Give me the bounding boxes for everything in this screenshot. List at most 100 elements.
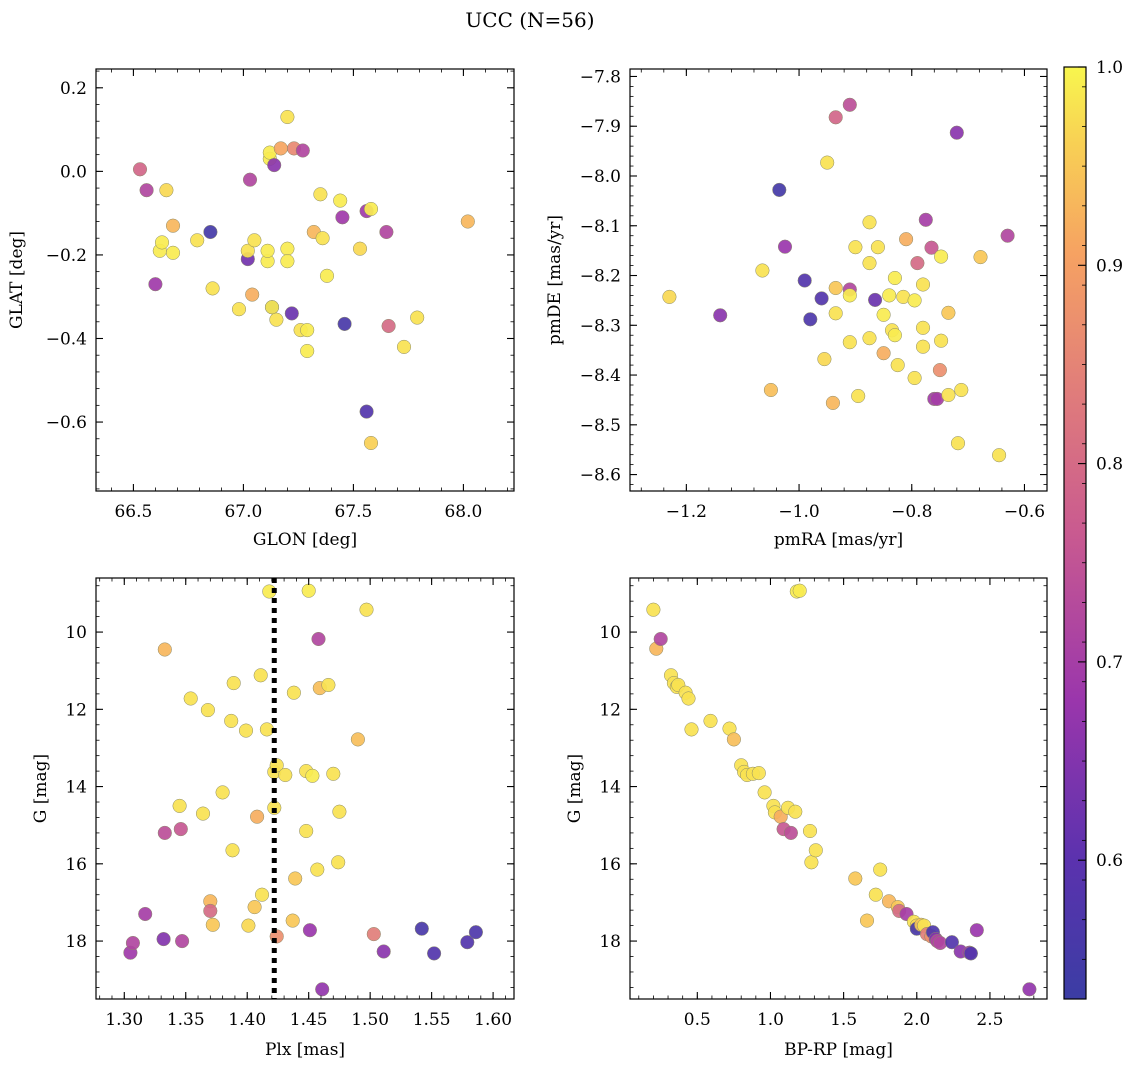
data-point [286, 685, 301, 700]
data-point [851, 388, 866, 404]
data-point [285, 913, 300, 928]
data-point [460, 214, 475, 229]
data-point [862, 331, 877, 346]
data-point [870, 240, 885, 255]
x-tick-label: 1.55 [413, 1010, 451, 1030]
data-point [205, 281, 220, 296]
y-tick-label: −0.4 [46, 329, 87, 349]
data-point [804, 855, 819, 870]
data-point [280, 254, 295, 269]
data-point [882, 288, 897, 303]
figure-title: UCC (N=56) [465, 8, 594, 32]
x-tick-label: 1.35 [167, 1010, 205, 1030]
y-axis-label: GLAT [deg] [7, 231, 27, 329]
data-point [363, 201, 379, 217]
data-point [264, 300, 280, 315]
data-point [300, 343, 315, 359]
subplots: 66.5 67.0 67.5 68.0 0.2 0.0 −0.2 −0.4 −0.6 GLON [… [7, 67, 1048, 1060]
data-point [284, 306, 299, 321]
x-tick-label: −0.8 [891, 502, 932, 522]
x-tick-label: −1.2 [666, 502, 707, 522]
data-point [250, 809, 265, 824]
data-point [288, 871, 303, 886]
axes-frame [629, 577, 1048, 1000]
data-point [253, 668, 268, 683]
data-point [254, 887, 270, 902]
scatter-points [646, 583, 1037, 997]
y-tick-label: 0.0 [60, 162, 87, 182]
data-point [992, 448, 1007, 463]
data-point [848, 871, 863, 886]
x-tick-label: 67.5 [334, 502, 372, 522]
data-point [231, 302, 247, 317]
data-point [138, 906, 153, 922]
data-point [352, 241, 368, 256]
y-tick-label: −8.5 [580, 416, 621, 436]
colorbar-tick-label: 0.8 [1096, 455, 1123, 475]
y-tick-label: 14 [599, 778, 621, 798]
y-tick-label: 0.2 [60, 79, 87, 99]
data-point [215, 785, 230, 800]
data-point [280, 241, 295, 256]
y-tick-label: 16 [65, 855, 87, 875]
data-point [245, 287, 260, 302]
major-ticks [630, 69, 1047, 491]
data-point [876, 307, 891, 322]
scatter-points [132, 109, 475, 451]
x-tick-label: 1.40 [228, 1010, 266, 1030]
data-point [910, 256, 925, 271]
data-point [319, 268, 335, 283]
data-point [876, 346, 891, 361]
data-point [802, 823, 818, 839]
data-point [247, 900, 262, 915]
data-point [225, 843, 240, 858]
y-tick-label: −0.2 [46, 246, 87, 266]
axes-frame [95, 577, 515, 1000]
data-point [653, 631, 668, 647]
data-point [915, 277, 931, 292]
data-point [887, 328, 902, 343]
data-point [305, 768, 320, 783]
data-point [887, 270, 902, 286]
x-tick-label: 1.0 [757, 1010, 784, 1030]
data-point [321, 677, 336, 693]
major-ticks [96, 578, 514, 999]
data-point [313, 187, 328, 202]
data-point [941, 387, 956, 403]
y-tick-label: −8.0 [580, 167, 621, 187]
data-point [868, 887, 883, 902]
data-point [302, 923, 317, 938]
data-point [757, 785, 772, 800]
data-point [788, 804, 803, 819]
x-tick-label: 1.50 [351, 1010, 389, 1030]
data-point [427, 946, 442, 961]
data-point [300, 323, 315, 338]
data-point [684, 722, 699, 737]
data-point [157, 825, 172, 840]
major-ticks [96, 69, 514, 491]
axes-frame [629, 68, 1048, 492]
subplot-3: 1.30 1.35 1.40 1.45 1.50 1.55 1.60 10 12 14 16 18 Pl… [31, 577, 515, 1060]
x-axis-label: Plx [mas] [265, 1040, 345, 1060]
data-point [662, 289, 677, 304]
data-point [726, 732, 741, 747]
data-point [772, 182, 787, 197]
data-point [963, 946, 978, 961]
data-point [828, 306, 843, 321]
y-tick-label: −7.9 [580, 117, 621, 137]
data-point [172, 798, 187, 813]
data-point [859, 913, 875, 928]
data-point [783, 825, 798, 840]
y-tick-label: −8.1 [580, 217, 621, 237]
data-point [295, 143, 310, 158]
data-point [681, 691, 696, 706]
x-tick-label: 66.5 [114, 502, 152, 522]
data-point [751, 766, 766, 781]
data-point [890, 358, 905, 373]
data-point [310, 862, 325, 877]
data-point [203, 903, 218, 918]
data-point [165, 218, 181, 233]
data-point [280, 109, 295, 125]
data-point [242, 172, 258, 187]
